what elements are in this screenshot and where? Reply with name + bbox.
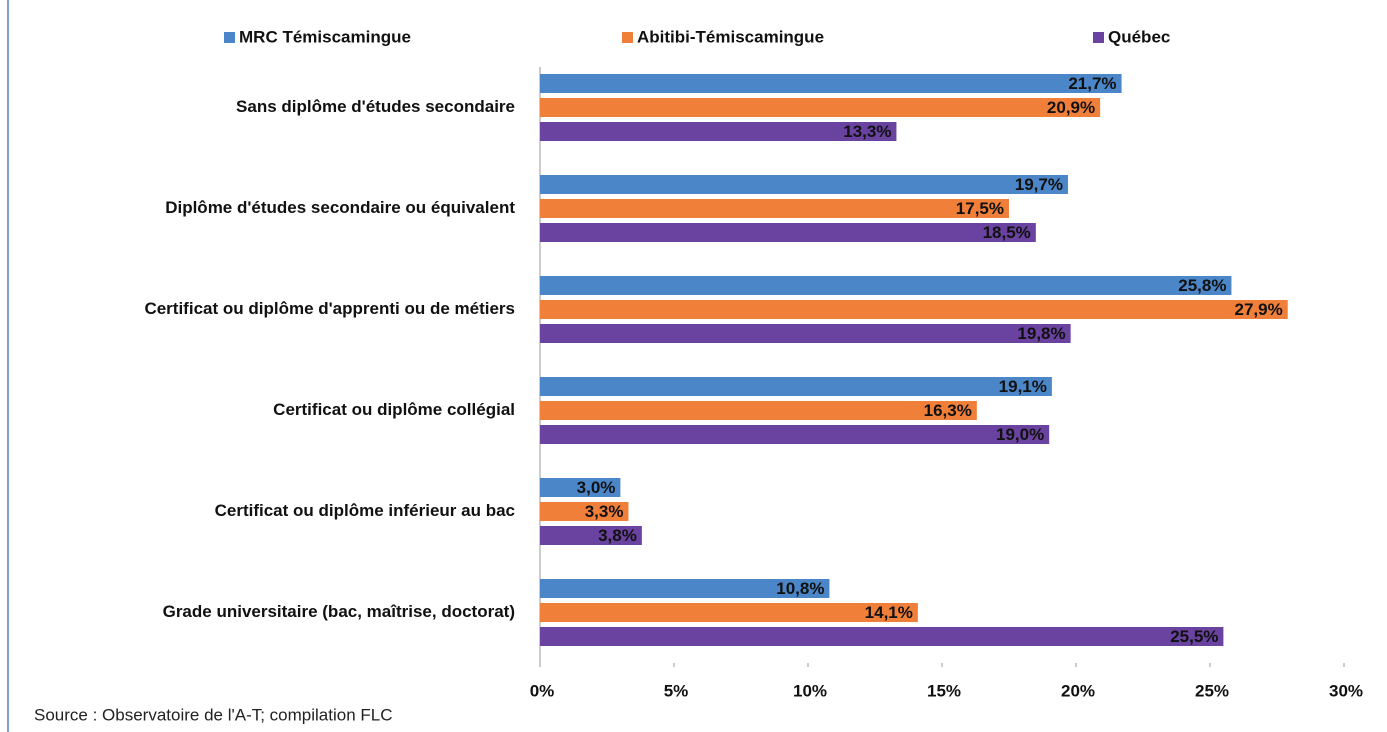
legend-label: Québec [1108, 27, 1170, 46]
x-tick-label: 0% [530, 681, 555, 700]
data-label: 25,5% [1170, 627, 1218, 646]
bar [540, 324, 1071, 343]
bar [540, 579, 830, 598]
bar [540, 627, 1224, 646]
legend-swatch [622, 32, 633, 43]
bar [540, 276, 1232, 295]
data-label: 16,3% [924, 401, 972, 420]
y-tick-label: Certificat ou diplôme inférieur au bac [215, 501, 515, 520]
data-label: 25,8% [1178, 276, 1226, 295]
x-tick-label: 10% [793, 681, 827, 700]
legend-swatch [1093, 32, 1104, 43]
legend-label: MRC Témiscamingue [239, 27, 411, 46]
y-tick-label: Sans diplôme d'études secondaire [236, 97, 515, 116]
data-label: 3,8% [598, 526, 637, 545]
bar [540, 74, 1122, 93]
data-label: 27,9% [1235, 300, 1283, 319]
bar [540, 175, 1068, 194]
data-label: 19,0% [996, 425, 1044, 444]
source-note: Source : Observatoire de l'A-T; compilat… [34, 705, 393, 724]
bar [540, 502, 629, 521]
bar [540, 300, 1288, 319]
x-tick-label: 25% [1195, 681, 1229, 700]
data-label: 17,5% [956, 199, 1004, 218]
bar [540, 98, 1101, 117]
legend-label: Abitibi-Témiscamingue [637, 27, 824, 46]
legend-swatch [224, 32, 235, 43]
y-tick-label: Diplôme d'études secondaire ou équivalen… [165, 198, 515, 217]
bar [540, 199, 1009, 218]
data-label: 10,8% [776, 579, 824, 598]
data-label: 19,1% [999, 377, 1047, 396]
x-tick-label: 5% [664, 681, 689, 700]
bar [540, 377, 1052, 396]
bar [540, 603, 918, 622]
y-tick-label: Certificat ou diplôme d'apprenti ou de m… [144, 299, 515, 318]
data-label: 21,7% [1068, 74, 1116, 93]
data-label: 19,8% [1017, 324, 1065, 343]
bar [540, 425, 1050, 444]
y-tick-label: Grade universitaire (bac, maîtrise, doct… [163, 602, 515, 621]
bar [540, 401, 977, 420]
data-label: 19,7% [1015, 175, 1063, 194]
data-label: 18,5% [983, 223, 1031, 242]
data-label: 20,9% [1047, 98, 1095, 117]
x-tick-label: 30% [1329, 681, 1363, 700]
data-label: 14,1% [865, 603, 913, 622]
bar [540, 478, 621, 497]
y-tick-label: Certificat ou diplôme collégial [273, 400, 515, 419]
x-tick-label: 20% [1061, 681, 1095, 700]
bar [540, 526, 642, 545]
bar [540, 223, 1036, 242]
x-tick-label: 15% [927, 681, 961, 700]
bar [540, 122, 897, 141]
data-label: 3,3% [585, 502, 624, 521]
data-label: 3,0% [577, 478, 616, 497]
data-label: 13,3% [843, 122, 891, 141]
